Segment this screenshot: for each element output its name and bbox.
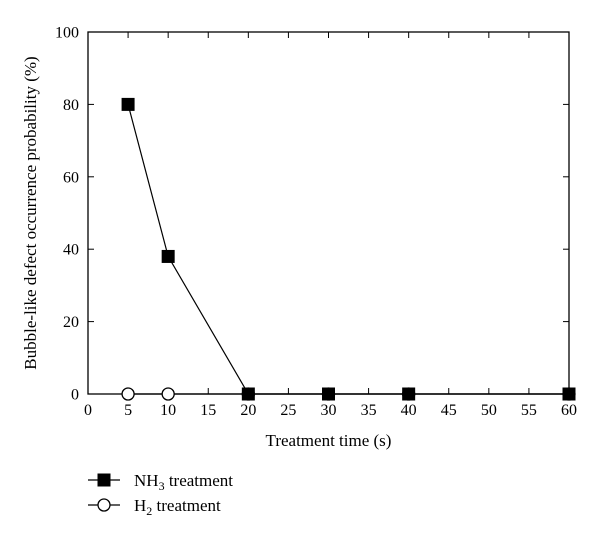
- x-tick-label: 40: [401, 402, 417, 419]
- data-point-series-1: [121, 387, 135, 401]
- x-tick-label: 60: [561, 402, 577, 419]
- legend-marker: [97, 498, 111, 512]
- y-tick-label: 100: [55, 25, 79, 42]
- lines-layer: [127, 104, 569, 395]
- legend-label-subscript: 2: [146, 504, 152, 518]
- plot-frame: [87, 31, 570, 395]
- x-tick-label: 35: [361, 402, 377, 419]
- legend-label-rest: treatment: [165, 471, 234, 490]
- y-tick-label: 60: [63, 169, 79, 186]
- data-point-series-0: [121, 97, 135, 111]
- data-point-series-1: [161, 387, 175, 401]
- data-point-series-0: [402, 387, 416, 401]
- ticks-layer: 0 5 10 15 20 25 30 35 40 45 50 55 60 0 20 40 60 80 100: [55, 25, 577, 420]
- x-tick-label: 55: [521, 402, 537, 419]
- data-point-series-0: [241, 387, 255, 401]
- legend-label: H2 treatment: [134, 496, 221, 518]
- legend-label-main: H: [134, 496, 146, 515]
- y-tick-label: 40: [63, 242, 79, 259]
- data-point-series-0: [562, 387, 576, 401]
- y-tick-label: 20: [63, 314, 79, 331]
- x-tick-label: 30: [321, 402, 337, 419]
- x-axis-title: Treatment time (s): [266, 431, 392, 450]
- markers-layer: [121, 97, 576, 401]
- x-tick-label: 50: [481, 402, 497, 419]
- y-tick-label: 80: [63, 97, 79, 114]
- legend-label: NH3 treatment: [134, 471, 233, 493]
- legend-label-subscript: 3: [159, 479, 165, 493]
- series-line-0: [127, 104, 569, 395]
- legend-label-main: NH: [134, 471, 159, 490]
- legend-marker: [97, 473, 111, 487]
- x-tick-label: 5: [124, 402, 132, 419]
- x-tick-label: 0: [84, 402, 92, 419]
- x-tick-label: 15: [200, 402, 216, 419]
- y-tick-label: 0: [71, 387, 79, 404]
- x-tick-label: 45: [441, 402, 457, 419]
- x-tick-label: 10: [160, 402, 176, 419]
- y-axis-title: Bubble-like defect occurrence probabilit…: [21, 56, 40, 369]
- data-point-series-0: [322, 387, 335, 401]
- x-tick-label: 25: [280, 402, 296, 419]
- data-point-series-0: [161, 249, 175, 263]
- x-tick-label: 20: [240, 402, 256, 419]
- legend-label-rest: treatment: [152, 496, 221, 515]
